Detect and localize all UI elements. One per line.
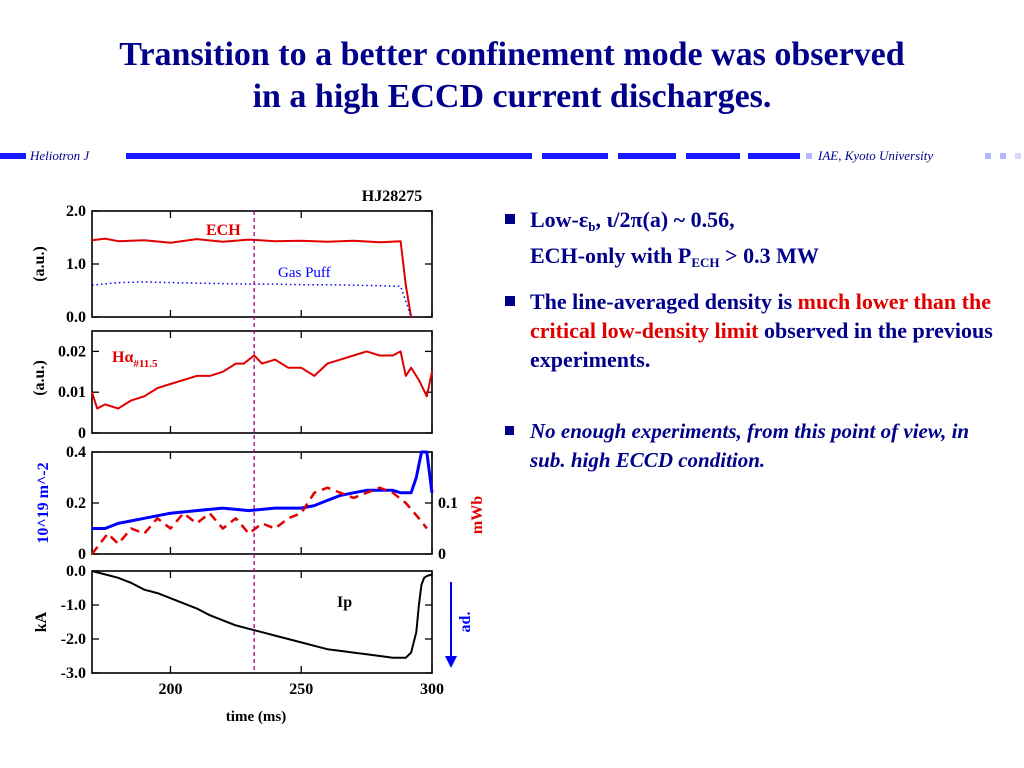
y-tick-label: -2.0	[61, 631, 86, 648]
band-segment	[618, 153, 676, 159]
mwb-axis-label: mWb	[469, 496, 486, 534]
bullet-text: observed in the previous experiments.	[530, 318, 993, 372]
bullet-list: Low-εb, ι/2π(a) ~ 0.56, ECH-only with PE…	[505, 205, 1005, 485]
bullet-density: The line-averaged density is much lower …	[505, 287, 1005, 374]
bullet-conditions: Low-εb, ι/2π(a) ~ 0.56, ECH-only with PE…	[505, 205, 1005, 277]
y-tick-label: 0.0	[66, 563, 86, 580]
y-tick-label: -3.0	[61, 665, 86, 682]
band-segment	[542, 153, 608, 159]
y-tick-label: 1.0	[66, 256, 86, 273]
x-tick-label: 250	[289, 681, 313, 698]
bullet-note: No enough experiments, from this point o…	[505, 417, 1005, 475]
series-line	[91, 281, 412, 318]
y-tick-label: 2.0	[66, 203, 86, 220]
y-axis-label: (a.u.)	[31, 360, 48, 396]
footer-band: Heliotron J IAE, Kyoto University	[0, 145, 1024, 167]
x-axis-label: time (ms)	[226, 709, 286, 725]
subscript: b	[588, 219, 596, 234]
bullet-square-icon	[505, 426, 514, 435]
panel-frame	[91, 330, 433, 434]
bullet-text: , ι/2π(a) ~ 0.56,	[595, 207, 735, 232]
panel-frame	[91, 451, 433, 555]
density-axis-label: 10^19 m^-2	[35, 462, 52, 543]
h-alpha-label: Hα#11.5	[112, 349, 158, 370]
y-tick-label: 0.01	[58, 384, 86, 401]
discharge-waveforms-figure: HJ28275 0.01.02.000.010.0200.20.400.10.0…	[31, 188, 486, 725]
y-tick-label: 0	[78, 546, 86, 563]
y-axis-label: (a.u.)	[31, 246, 48, 282]
subscript: ECH	[691, 255, 720, 270]
panel-frame	[91, 570, 433, 674]
shot-number: HJ28275	[362, 188, 422, 205]
band-segment	[126, 153, 532, 159]
arrow-head-icon	[445, 656, 457, 668]
institution-label-right: IAE, Kyoto University	[818, 148, 934, 163]
bullet-square-icon	[505, 296, 515, 306]
title-line-1: Transition to a better confinement mode …	[119, 36, 905, 73]
panel-frame	[91, 210, 433, 318]
y2-tick-label: 0	[438, 546, 446, 563]
gas-puff-label: Gas Puff	[278, 265, 331, 281]
series-line	[91, 486, 428, 555]
ad-label: ad.	[457, 612, 474, 633]
series-line	[92, 450, 434, 530]
ip-label: Ip	[337, 594, 352, 611]
band-segment	[748, 153, 800, 159]
y-tick-label: 0.02	[58, 343, 86, 360]
band-square	[1015, 153, 1021, 159]
bullet-text: ECH-only with P	[530, 243, 692, 268]
x-tick-label: 200	[158, 681, 182, 698]
y-tick-label: 0.4	[66, 444, 86, 461]
waveform-panels: 0.0 1.0 2.0 0 0.01 0.02 0 0.2 0.4 0 0.1 0.0 -1.0 -2.0…	[31, 203, 486, 698]
band-segment	[0, 153, 26, 159]
y-tick-label: -1.0	[61, 597, 86, 614]
band-segment	[686, 153, 740, 159]
y-axis-label: kA	[33, 611, 50, 632]
series-line	[91, 350, 433, 410]
x-tick-label: 300	[420, 681, 444, 698]
bullet-text: No enough experiments, from this point o…	[530, 419, 970, 472]
bullet-square-icon	[505, 214, 515, 224]
bullet-text: > 0.3 MW	[719, 243, 819, 268]
y-tick-label: 0.2	[66, 495, 86, 512]
band-square	[985, 153, 991, 159]
slide-title: Transition to a better confinement mode …	[0, 34, 1024, 118]
y-tick-label: 0.0	[66, 309, 86, 326]
bullet-text: Low-ε	[530, 207, 589, 232]
y-tick-label: 0	[78, 425, 86, 442]
y2-tick-label: 0.1	[438, 495, 458, 512]
bullet-highlight: much lower than the critical low-density…	[530, 289, 991, 343]
series-line	[91, 237, 413, 318]
title-line-2: in a high ECCD current discharges.	[252, 78, 772, 115]
institution-label-left: Heliotron J	[30, 148, 90, 163]
bullet-text: The line-averaged density is	[530, 289, 798, 314]
band-square	[806, 153, 812, 159]
series-line	[91, 570, 433, 659]
band-square	[1000, 153, 1006, 159]
ech-label: ECH	[206, 222, 241, 239]
